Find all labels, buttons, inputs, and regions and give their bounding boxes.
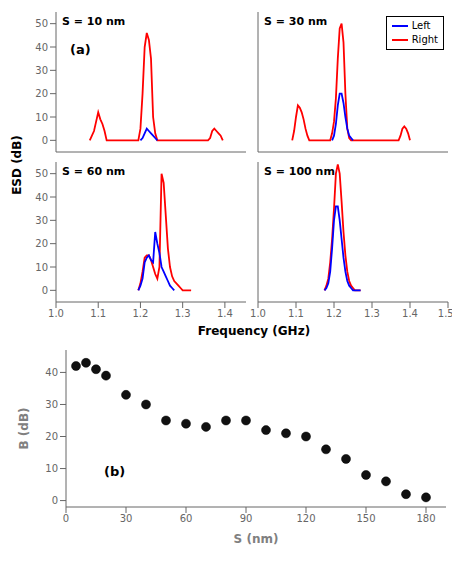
svg-text:30: 30 xyxy=(45,399,58,410)
svg-text:20: 20 xyxy=(45,431,58,442)
svg-text:1.2: 1.2 xyxy=(326,308,342,319)
html-text:(b): (b) xyxy=(104,463,126,479)
svg-text:20: 20 xyxy=(35,238,48,249)
svg-text:20: 20 xyxy=(35,88,48,99)
svg-text:0: 0 xyxy=(42,285,48,296)
svg-text:1.4: 1.4 xyxy=(217,308,233,319)
svg-text:30: 30 xyxy=(35,215,48,226)
html-text:(a): (a) xyxy=(70,42,91,57)
svg-text:1.3: 1.3 xyxy=(175,308,191,319)
html-text:Left: Left xyxy=(411,20,431,31)
svg-text:120: 120 xyxy=(296,513,315,524)
svg-text:1.1: 1.1 xyxy=(288,308,304,319)
svg-text:30: 30 xyxy=(120,513,133,524)
svg-text:0: 0 xyxy=(52,495,58,506)
svg-text:1.3: 1.3 xyxy=(364,308,380,319)
svg-text:10: 10 xyxy=(35,112,48,123)
svg-text:10: 10 xyxy=(35,262,48,273)
html-text:ESD (dB): ESD (dB) xyxy=(10,135,24,195)
svg-text:1.5: 1.5 xyxy=(438,308,452,319)
svg-text:S (nm): S (nm) xyxy=(234,532,279,546)
html-text:S = 60 nm: S = 60 nm xyxy=(62,165,126,178)
html-text:S = 30 nm: S = 30 nm xyxy=(264,15,328,28)
svg-text:B (dB): B (dB) xyxy=(17,407,31,449)
svg-text:150: 150 xyxy=(356,513,375,524)
svg-text:40: 40 xyxy=(45,367,58,378)
svg-text:50: 50 xyxy=(35,18,48,29)
svg-text:40: 40 xyxy=(35,192,48,203)
html-text:Frequency (GHz): Frequency (GHz) xyxy=(197,324,311,338)
svg-text:0: 0 xyxy=(42,135,48,146)
svg-text:0: 0 xyxy=(63,513,69,524)
svg-text:60: 60 xyxy=(180,513,193,524)
svg-text:90: 90 xyxy=(240,513,253,524)
svg-text:30: 30 xyxy=(35,65,48,76)
svg-text:10: 10 xyxy=(45,463,58,474)
svg-text:40: 40 xyxy=(35,42,48,53)
svg-text:180: 180 xyxy=(416,513,435,524)
svg-text:1.1: 1.1 xyxy=(90,308,106,319)
html-text:S = 100 nm: S = 100 nm xyxy=(264,165,335,178)
svg-text:50: 50 xyxy=(35,168,48,179)
html-text:S = 10 nm: S = 10 nm xyxy=(62,15,126,28)
svg-text:1.4: 1.4 xyxy=(402,308,418,319)
html-text:Right: Right xyxy=(411,34,438,45)
svg-text:1.0: 1.0 xyxy=(48,308,64,319)
svg-text:1.0: 1.0 xyxy=(250,308,266,319)
svg-text:1.2: 1.2 xyxy=(132,308,148,319)
